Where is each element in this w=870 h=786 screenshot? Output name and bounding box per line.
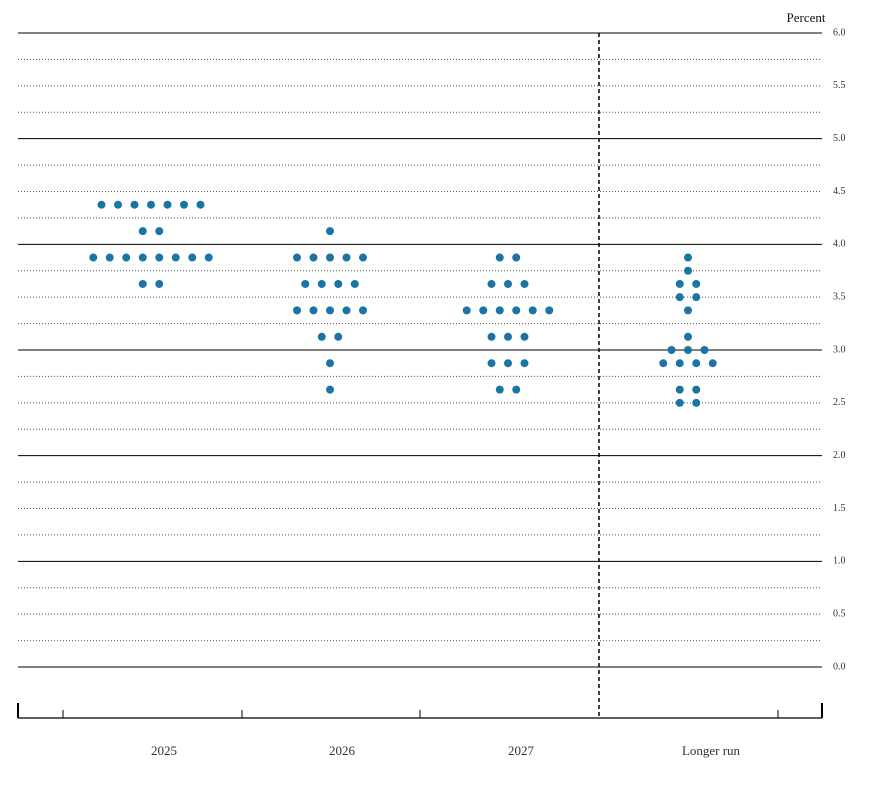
dot	[359, 253, 367, 262]
dot	[293, 306, 301, 315]
dot	[504, 332, 512, 341]
dot	[122, 253, 131, 262]
dot	[684, 306, 692, 315]
dot	[528, 306, 537, 315]
dot	[97, 200, 106, 209]
dot	[89, 253, 98, 262]
dot	[138, 227, 147, 236]
dot	[504, 359, 512, 368]
dot	[309, 306, 318, 315]
x-tick-label: 2027	[508, 743, 535, 758]
dot	[684, 266, 692, 275]
dot	[487, 359, 496, 368]
dot	[326, 385, 334, 394]
dot	[188, 253, 197, 262]
y-tick-label: 2.0	[833, 450, 846, 461]
dot	[659, 359, 668, 368]
dot	[334, 279, 343, 288]
dot	[504, 279, 512, 288]
dot	[155, 227, 164, 236]
dot	[326, 227, 334, 236]
dot	[495, 385, 504, 394]
dot	[350, 279, 359, 288]
y-tick-label: 0.5	[833, 608, 846, 619]
x-tick-label: 2025	[151, 743, 177, 758]
dot	[684, 346, 692, 354]
dot	[326, 359, 334, 368]
dot	[138, 253, 147, 262]
dot	[138, 279, 147, 288]
dot	[495, 253, 504, 262]
dot	[342, 306, 351, 315]
y-tick-label: 4.0	[833, 239, 846, 250]
dot	[512, 253, 521, 262]
dot	[675, 279, 684, 288]
dot	[155, 253, 164, 262]
dot	[147, 200, 155, 209]
dot	[317, 332, 326, 341]
y-tick-label: 6.0	[833, 27, 846, 38]
dot	[692, 385, 701, 394]
y-tick-label: 3.0	[833, 344, 846, 355]
dot	[105, 253, 114, 262]
dot	[155, 279, 164, 288]
dot	[520, 359, 529, 368]
y-axis-label: Percent	[787, 10, 826, 25]
dot	[520, 332, 529, 341]
y-tick-label: 0.0	[833, 661, 846, 672]
dot	[487, 279, 496, 288]
dot	[342, 253, 351, 262]
dot	[326, 306, 334, 315]
dot	[487, 332, 496, 341]
dot	[359, 306, 367, 315]
y-tick-label: 1.5	[833, 503, 846, 514]
dot	[301, 279, 310, 288]
dot	[293, 253, 301, 262]
dot	[171, 253, 180, 262]
dot	[700, 346, 709, 354]
dot	[512, 385, 521, 394]
dot	[163, 200, 172, 209]
dot	[675, 398, 684, 407]
dot	[684, 332, 692, 341]
dot	[692, 279, 701, 288]
dot	[196, 200, 205, 209]
dot	[317, 279, 326, 288]
dot	[675, 359, 684, 368]
dot	[520, 279, 529, 288]
y-tick-label: 1.0	[833, 556, 846, 567]
dot	[180, 200, 188, 209]
dot	[692, 293, 701, 302]
y-tick-label: 5.5	[833, 80, 846, 91]
y-tick-label: 5.0	[833, 133, 846, 144]
dot	[708, 359, 717, 368]
dot	[495, 306, 504, 315]
y-tick-label: 3.5	[833, 291, 846, 302]
dot	[667, 346, 676, 354]
dot	[692, 398, 701, 407]
dot	[675, 385, 684, 394]
dot	[334, 332, 343, 341]
dot	[512, 306, 521, 315]
dot	[684, 253, 692, 262]
dot	[204, 253, 213, 262]
x-tick-label: Longer run	[682, 743, 741, 758]
x-tick-label: 2026	[329, 743, 356, 758]
dot	[309, 253, 318, 262]
y-tick-label: 2.5	[833, 397, 846, 408]
dot	[675, 293, 684, 302]
dot	[692, 359, 701, 368]
dot	[462, 306, 471, 315]
dot	[130, 200, 139, 209]
dot	[479, 306, 488, 315]
y-tick-label: 4.5	[833, 186, 846, 197]
dot	[545, 306, 554, 315]
dot	[326, 253, 334, 262]
dot	[114, 200, 122, 209]
